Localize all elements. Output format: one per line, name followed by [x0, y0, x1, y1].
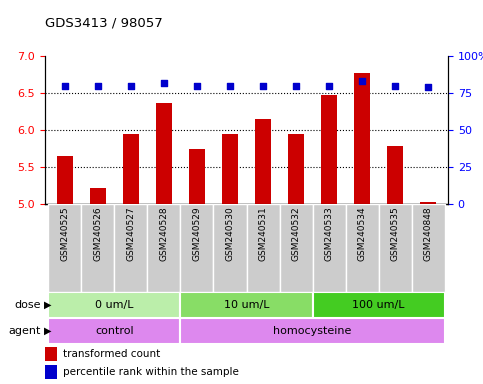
Bar	[222, 134, 238, 204]
Point	[425, 84, 432, 90]
Point	[61, 83, 69, 89]
Bar	[346, 204, 379, 292]
Bar	[48, 318, 181, 344]
Text: GSM240533: GSM240533	[325, 207, 334, 262]
Text: GSM240529: GSM240529	[192, 207, 201, 261]
Text: 0 um/L: 0 um/L	[95, 300, 134, 310]
Point	[226, 83, 234, 89]
Text: ▶: ▶	[44, 300, 52, 310]
Bar	[181, 292, 313, 318]
Bar	[81, 204, 114, 292]
Text: GSM240532: GSM240532	[292, 207, 300, 261]
Point	[358, 78, 366, 84]
Text: GSM240531: GSM240531	[258, 207, 268, 262]
Text: agent: agent	[9, 326, 41, 336]
Point	[292, 83, 300, 89]
Bar	[313, 204, 346, 292]
Bar	[321, 95, 337, 204]
Bar	[89, 188, 106, 204]
Bar	[246, 204, 280, 292]
Bar	[48, 292, 181, 318]
Point	[160, 79, 168, 86]
Text: percentile rank within the sample: percentile rank within the sample	[63, 367, 239, 377]
Point	[193, 83, 201, 89]
Text: transformed count: transformed count	[63, 349, 160, 359]
Point	[94, 83, 102, 89]
Point	[259, 83, 267, 89]
Bar	[48, 204, 81, 292]
Text: control: control	[95, 326, 134, 336]
Text: GSM240526: GSM240526	[93, 207, 102, 261]
Text: ▶: ▶	[44, 326, 52, 336]
Bar	[189, 149, 205, 204]
Point	[391, 83, 399, 89]
Bar	[354, 73, 370, 204]
Text: 10 um/L: 10 um/L	[224, 300, 269, 310]
Bar	[45, 365, 57, 379]
Text: GSM240534: GSM240534	[357, 207, 367, 261]
Text: homocysteine: homocysteine	[273, 326, 352, 336]
Text: dose: dose	[14, 300, 41, 310]
Bar	[156, 103, 172, 204]
Text: GSM240525: GSM240525	[60, 207, 70, 261]
Bar	[313, 292, 445, 318]
Bar	[45, 347, 57, 361]
Bar	[420, 202, 437, 204]
Bar	[147, 204, 181, 292]
Point	[325, 83, 333, 89]
Bar	[280, 204, 313, 292]
Point	[127, 83, 135, 89]
Bar	[288, 134, 304, 204]
Text: GSM240848: GSM240848	[424, 207, 433, 261]
Bar	[255, 119, 271, 204]
Text: GSM240535: GSM240535	[391, 207, 399, 262]
Bar	[181, 204, 213, 292]
Bar	[114, 204, 147, 292]
Bar	[57, 156, 73, 204]
Text: 100 um/L: 100 um/L	[353, 300, 405, 310]
Bar	[412, 204, 445, 292]
Bar	[379, 204, 412, 292]
Text: GSM240528: GSM240528	[159, 207, 169, 261]
Text: GDS3413 / 98057: GDS3413 / 98057	[45, 16, 163, 29]
Bar	[181, 318, 445, 344]
Bar	[123, 134, 139, 204]
Text: GSM240527: GSM240527	[127, 207, 135, 261]
Bar	[387, 146, 403, 204]
Text: GSM240530: GSM240530	[226, 207, 234, 262]
Bar	[213, 204, 246, 292]
